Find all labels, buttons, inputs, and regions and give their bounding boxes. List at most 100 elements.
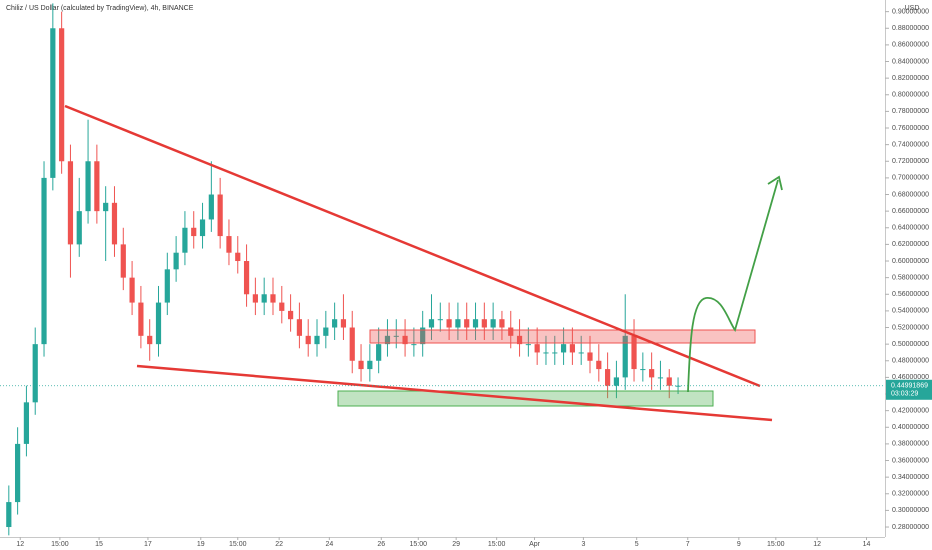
y-tick-label: 0.56000000 [892,291,929,298]
last-price-box [886,379,932,400]
candle-body [217,194,223,237]
y-tick-label: 0.84000000 [892,58,929,65]
x-tick-label: 26 [377,541,385,548]
candle-body [525,344,531,346]
candle-body [59,28,65,162]
x-tick-label: 12 [16,541,24,548]
candle-body [340,319,347,328]
x-tick-label: 14 [863,541,871,548]
candle-body [649,369,655,378]
x-tick-label: 15:00 [51,541,69,548]
drawings [64,104,783,422]
candle-body [578,352,584,354]
y-tick-label: 0.80000000 [892,92,929,99]
candle-body [279,302,285,311]
candle-body [402,335,408,345]
candles [6,3,681,536]
candle-body [499,319,505,328]
candle-body [481,319,487,328]
chart-title: Chiliz / US Dollar (calculated by Tradin… [6,5,194,12]
candle-body [455,319,461,328]
candle-body [332,319,338,328]
candle-body [490,319,496,328]
y-tick-label: 0.62000000 [892,241,929,248]
candle-body [261,294,267,303]
y-tick-label: 0.60000000 [892,258,929,265]
y-tick-label: 0.40000000 [892,424,929,431]
x-tick-label: 24 [325,541,333,548]
candle-body [50,28,56,178]
candle-body [226,236,232,253]
upper-trendline [64,104,761,388]
candle-body [613,377,620,386]
candle-body [622,335,628,378]
candle-body [675,385,681,387]
candle-body [76,211,82,245]
y-tick-label: 0.28000000 [892,524,929,531]
y-tick-label: 0.70000000 [892,175,929,182]
y-tick-label: 0.46000000 [892,374,929,381]
candle-body [23,402,30,444]
candle-body [349,327,355,361]
y-tick-label: 0.30000000 [892,507,929,514]
candle-body [420,327,426,345]
x-tick-label: 19 [197,541,205,548]
y-tick-label: 0.88000000 [892,25,929,32]
y-tick-label: 0.90000000 [892,8,929,15]
lower-trendline [136,364,773,422]
candle-body [173,252,179,270]
y-tick-label: 0.76000000 [892,125,929,132]
x-tick-label: 22 [275,541,283,548]
x-tick-label: 15:00 [410,541,428,548]
candle-body [393,335,399,337]
y-tick-label: 0.78000000 [892,108,929,115]
candle-body [631,335,637,370]
x-tick-label: 15:00 [229,541,247,548]
candle-body [472,319,479,328]
x-tick-label: 12 [813,541,821,548]
candle-body [534,344,540,353]
candle-body [376,344,382,361]
candle-body [6,502,12,528]
candle-body [446,319,452,328]
arrow-head [767,175,783,191]
candle-body [666,377,672,386]
y-tick-label: 0.82000000 [892,75,929,82]
candle-body [464,319,470,328]
currency-label: USD [905,5,920,12]
y-tick-label: 0.58000000 [892,274,929,281]
candle-body [270,294,276,303]
candle-body [103,202,109,212]
candle-body [296,319,303,336]
projection-arrow [687,179,779,393]
y-tick-label: 0.32000000 [892,491,929,498]
candle-body [560,344,567,353]
x-tick-label: 17 [144,541,152,548]
y-tick-label: 0.50000000 [892,341,929,348]
candle-body [94,161,100,212]
candle-body [384,335,391,345]
candle-body [252,294,258,303]
x-tick-label: 15:00 [488,541,506,548]
candle-body [552,352,558,354]
candle-body [155,302,162,345]
candle-body [85,161,91,212]
candle-body [605,369,611,386]
candle-body [569,344,575,353]
x-tick-label: Apr [529,541,541,548]
candle-body [323,327,329,336]
candle-body [199,219,206,237]
x-tick-label: 15:00 [767,541,785,548]
candle-body [129,277,135,303]
candle-body [411,344,417,346]
candle-body [67,161,74,245]
y-tick-label: 0.42000000 [892,407,929,414]
candle-body [147,335,153,345]
y-tick-label: 0.74000000 [892,141,929,148]
y-tick-label: 0.54000000 [892,308,929,315]
y-tick-label: 0.36000000 [892,457,929,464]
candle-body [208,194,214,220]
y-tick-label: 0.64000000 [892,225,929,232]
